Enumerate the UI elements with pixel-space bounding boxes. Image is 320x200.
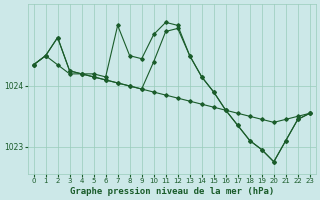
X-axis label: Graphe pression niveau de la mer (hPa): Graphe pression niveau de la mer (hPa)	[69, 187, 274, 196]
